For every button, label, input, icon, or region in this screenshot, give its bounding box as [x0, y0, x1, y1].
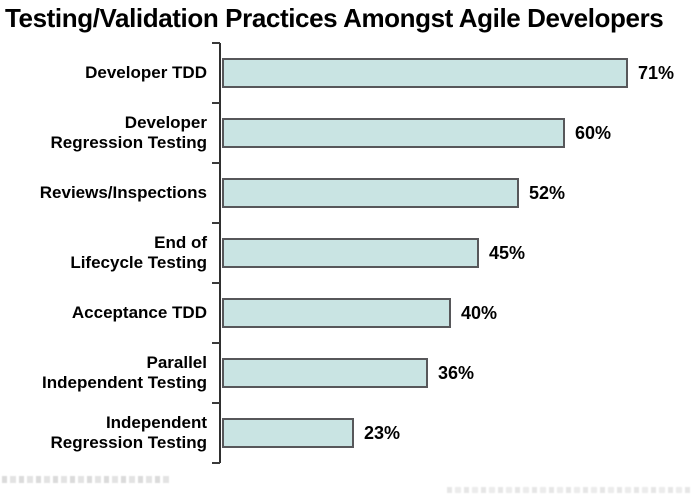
- category-label: Independent Regression Testing: [50, 413, 208, 452]
- bar: [222, 118, 565, 148]
- bar: [222, 358, 428, 388]
- bar: [222, 238, 479, 268]
- axis-tick: [212, 162, 220, 164]
- cropped-footnote-text-right: [447, 487, 693, 493]
- axis-tick: [212, 222, 220, 224]
- axis-tick: [212, 282, 220, 284]
- category-axis-line: [219, 43, 221, 463]
- value-label: 60%: [575, 122, 612, 143]
- category-label: Developer TDD: [85, 63, 207, 82]
- cropped-footnote-text-left: [2, 476, 170, 483]
- axis-tick: [212, 102, 220, 104]
- bar: [222, 418, 354, 448]
- bar: [222, 178, 519, 208]
- value-label: 23%: [364, 422, 401, 443]
- axis-tick: [212, 402, 220, 404]
- category-label: Developer Regression Testing: [50, 113, 208, 152]
- axis-tick: [212, 462, 220, 464]
- value-label: 45%: [489, 242, 526, 263]
- axis-tick: [212, 342, 220, 344]
- value-label: 71%: [638, 62, 675, 83]
- chart-title: Testing/Validation Practices Amongst Agi…: [5, 3, 664, 33]
- category-label: Reviews/Inspections: [39, 183, 207, 202]
- category-label: End of Lifecycle Testing: [70, 233, 207, 272]
- category-label: Acceptance TDD: [71, 303, 207, 322]
- bar: [222, 298, 451, 328]
- value-label: 36%: [438, 362, 475, 383]
- category-label: Parallel Independent Testing: [42, 353, 207, 392]
- value-label: 52%: [529, 182, 566, 203]
- value-label: 40%: [461, 302, 498, 323]
- axis-tick: [212, 42, 220, 44]
- bar: [222, 58, 628, 88]
